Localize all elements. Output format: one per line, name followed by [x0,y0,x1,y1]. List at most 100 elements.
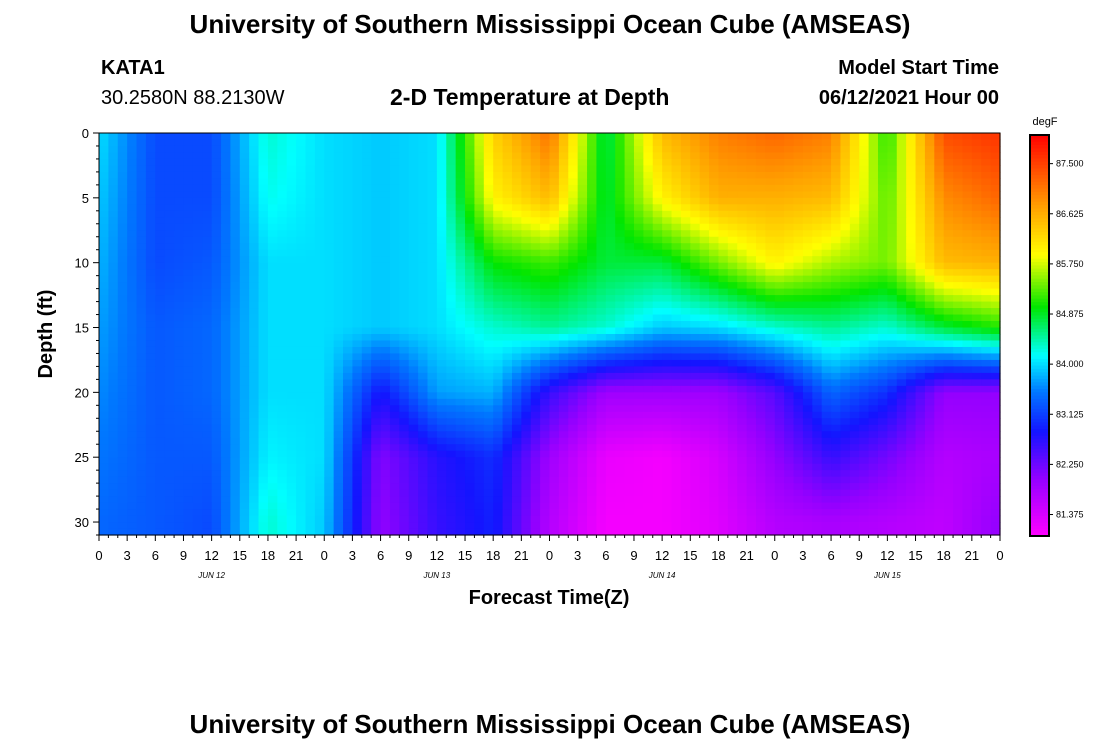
heatmap-cell [136,327,147,335]
heatmap-cell [474,184,485,192]
heatmap-cell [859,243,870,251]
heatmap-cell [530,223,541,231]
heatmap-cell [183,139,194,147]
heatmap-cell [746,171,757,179]
heatmap-cell [399,444,410,452]
heatmap-cell [765,152,776,160]
heatmap-cell [821,288,832,296]
heatmap-cell [399,411,410,419]
heatmap-cell [943,288,954,296]
heatmap-cell [361,314,372,322]
heatmap-cell [389,295,400,303]
heatmap-cell [643,275,654,283]
heatmap-cell [680,334,691,342]
heatmap-cell [361,288,372,296]
heatmap-cell [389,288,400,296]
heatmap-cell [314,230,325,238]
heatmap-cell [962,158,973,167]
heatmap-cell [671,424,682,432]
heatmap-cell [849,230,860,238]
heatmap-cell [727,398,738,406]
heatmap-cell [127,223,138,231]
heatmap-cell [446,450,457,458]
heatmap-cell [981,463,992,471]
heatmap-cell [465,282,476,290]
heatmap-cell [408,346,419,355]
heatmap-cell [558,217,569,225]
heatmap-cell [896,379,907,387]
heatmap-cell [418,424,429,432]
heatmap-cell [192,210,203,218]
heatmap-cell [699,353,710,361]
heatmap-cell [680,269,691,277]
heatmap-cell [333,431,344,439]
heatmap-cell [108,411,119,419]
heatmap-cell [737,158,748,167]
heatmap-cell [596,308,607,316]
heatmap-cell [577,230,588,238]
heatmap-cell [465,152,476,160]
heatmap-cell [934,269,945,277]
heatmap-cell [258,275,269,283]
heatmap-cell [587,133,598,141]
heatmap-cell [915,372,926,380]
heatmap-cell [164,327,175,335]
heatmap-cell [286,243,297,251]
heatmap-cell [802,411,813,419]
heatmap-cell [662,379,673,387]
heatmap-cell [155,353,166,361]
heatmap-cell [924,379,935,387]
heatmap-cell [164,372,175,380]
heatmap-cell [436,308,447,316]
heatmap-cell [540,236,551,244]
heatmap-cell [643,379,654,387]
heatmap-cell [530,210,541,218]
heatmap-cell [549,405,560,413]
heatmap-cell [568,282,579,290]
heatmap-cell [258,210,269,218]
heatmap-cell [831,269,842,277]
heatmap-cell [981,133,992,141]
heatmap-cell [577,353,588,361]
heatmap-cell [108,346,119,355]
heatmap-cell [718,301,729,309]
heatmap-cell [230,418,241,426]
heatmap-cell [690,295,701,303]
heatmap-cell [136,340,147,348]
heatmap-cell [906,191,917,199]
heatmap-cell [511,223,522,231]
heatmap-cell [530,353,541,361]
heatmap-cell [868,256,879,264]
heatmap-cell [239,346,250,355]
heatmap-cell [465,418,476,426]
heatmap-cell [633,191,644,199]
heatmap-cell [465,334,476,342]
heatmap-cell [502,262,513,270]
heatmap-cell [821,431,832,439]
heatmap-cell [887,334,898,342]
heatmap-cell [296,457,307,465]
heatmap-cell [877,256,888,264]
heatmap-cell [361,230,372,238]
heatmap-cell [371,405,382,413]
heatmap-cell [934,133,945,141]
heatmap-cell [371,197,382,205]
heatmap-cell [662,243,673,251]
heatmap-cell [971,366,982,374]
heatmap-cell [483,133,494,141]
heatmap-cell [230,340,241,348]
heatmap-cell [474,411,485,419]
heatmap-cell [896,230,907,238]
heatmap-cell [662,321,673,329]
heatmap-cell [953,197,964,205]
heatmap-cell [755,191,766,199]
heatmap-cell [662,145,673,154]
heatmap-cell [540,249,551,257]
heatmap-cell [727,411,738,419]
heatmap-cell [812,346,823,355]
heatmap-cell [934,243,945,251]
heatmap-cell [258,392,269,400]
heatmap-cell [605,411,616,419]
heatmap-cell [587,327,598,335]
heatmap-cell [784,197,795,205]
